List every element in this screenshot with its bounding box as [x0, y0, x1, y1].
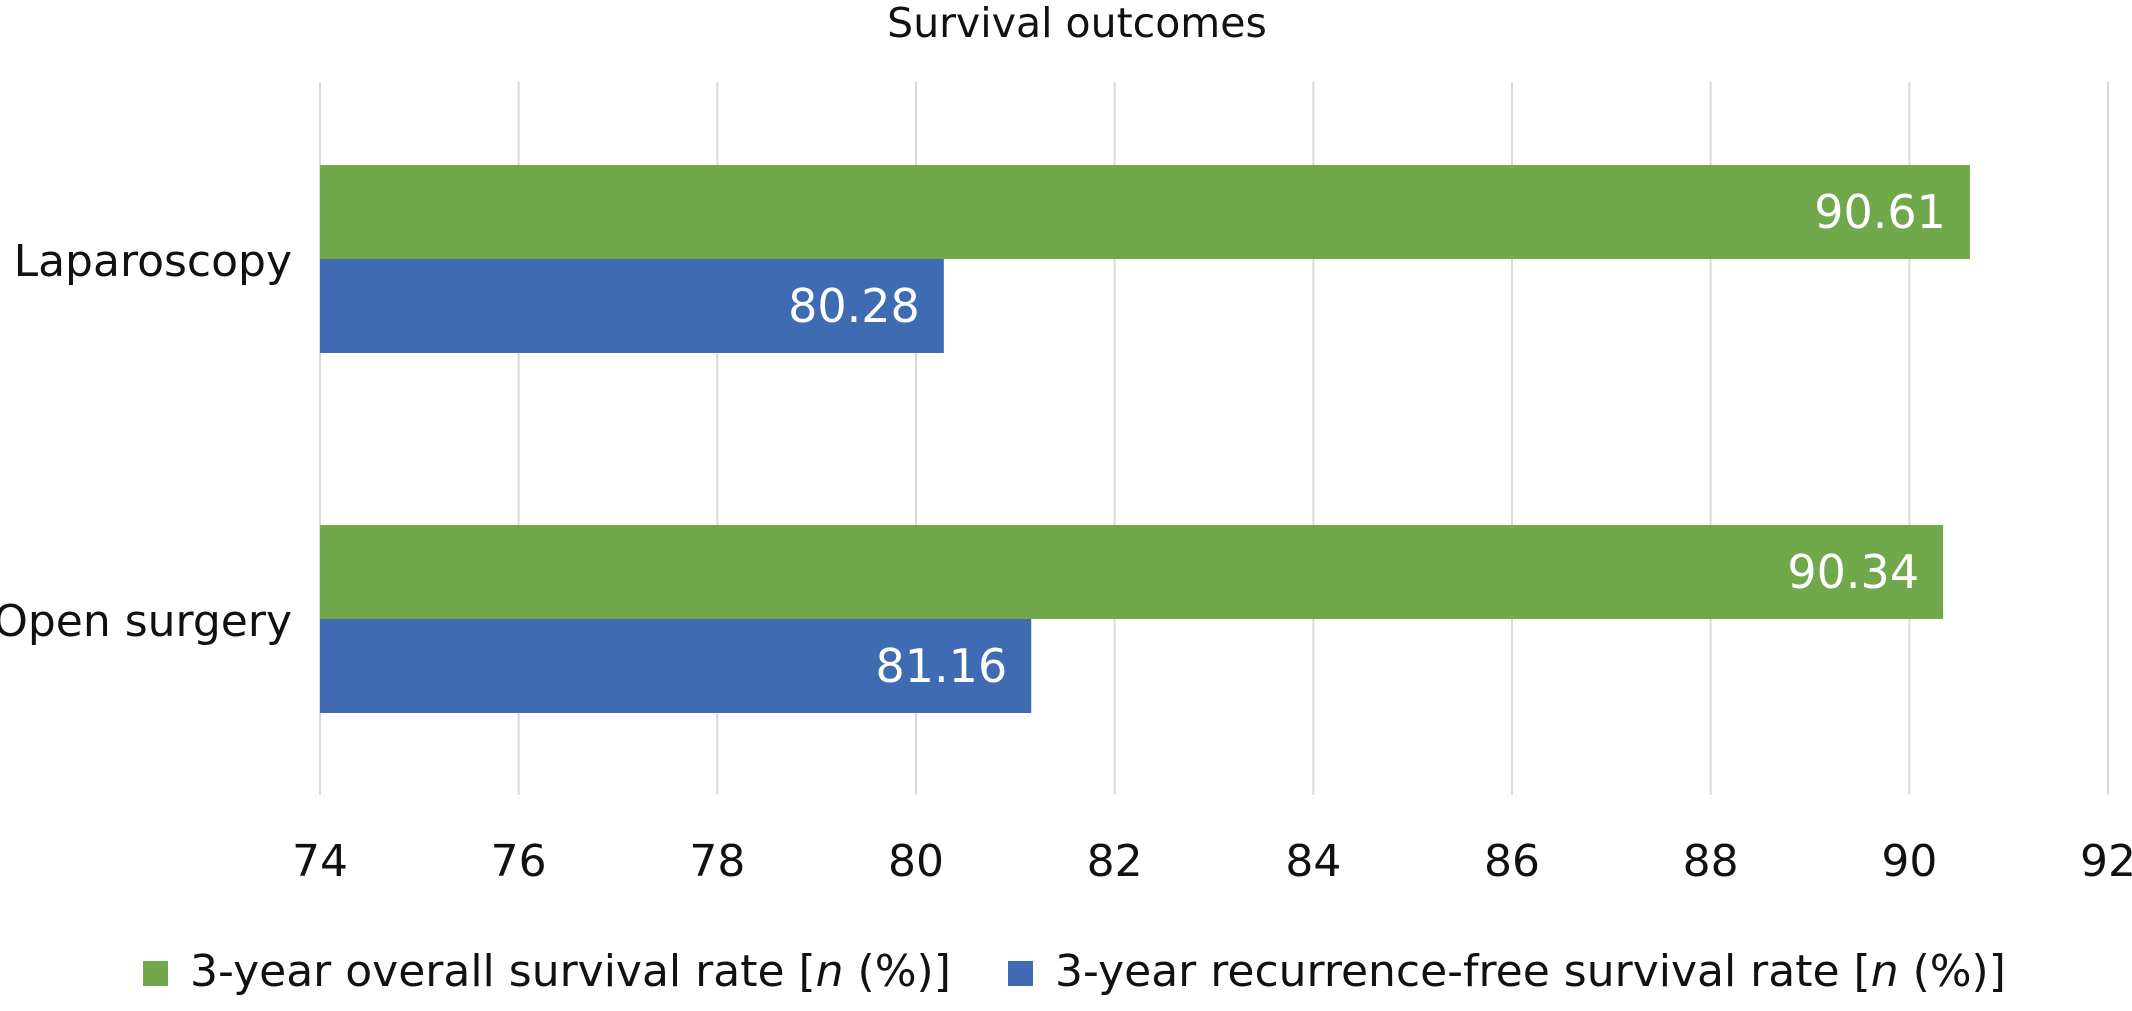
x-tick-label-90: 90	[1881, 836, 1937, 887]
data-label-recurrence-free-survival-laparoscopy: 80.28	[788, 279, 920, 333]
data-label-recurrence-free-survival-open-surgery: 81.16	[876, 639, 1008, 693]
bars: 90.61 80.28 90.34 81.16	[320, 165, 1970, 713]
x-axis-tick-labels: 74 76 78 80 82 84 86 88 90 92	[292, 836, 2132, 887]
x-tick-label-74: 74	[292, 836, 348, 887]
legend-label-prefix: 3-year overall survival rate [	[190, 946, 816, 997]
legend-label-suffix: (%)]	[1899, 946, 2006, 997]
legend: 3-year overall survival rate [n (%)] 3-ye…	[143, 946, 2006, 997]
data-label-overall-survival-open-surgery: 90.34	[1787, 545, 1919, 599]
x-tick-label-84: 84	[1285, 836, 1341, 887]
legend-label-overall-survival: 3-year overall survival rate [n (%)]	[190, 946, 951, 997]
bar-recurrence-free-survival-open-surgery	[320, 619, 1032, 713]
category-label-laparoscopy: Laparoscopy	[14, 236, 292, 287]
legend-swatch-recurrence-free-survival	[1008, 961, 1033, 986]
bar-overall-survival-open-surgery	[320, 525, 1944, 619]
category-label-open-surgery: Open surgery	[0, 596, 292, 647]
x-tick-label-86: 86	[1484, 836, 1540, 887]
x-tick-label-92: 92	[2080, 836, 2132, 887]
x-tick-label-76: 76	[491, 836, 547, 887]
x-tick-label-88: 88	[1683, 836, 1739, 887]
chart-title: Survival outcomes	[887, 0, 1267, 47]
bar-overall-survival-laparoscopy	[320, 165, 1970, 259]
bar-recurrence-free-survival-laparoscopy	[320, 259, 944, 353]
x-tick-label-78: 78	[689, 836, 745, 887]
data-label-overall-survival-laparoscopy: 90.61	[1814, 185, 1946, 239]
x-tick-label-82: 82	[1087, 836, 1143, 887]
category-labels: Laparoscopy Open surgery	[0, 236, 292, 647]
legend-swatch-overall-survival	[143, 961, 168, 986]
legend-label-italic-n: n	[1871, 946, 1899, 997]
x-tick-label-80: 80	[888, 836, 944, 887]
legend-label-recurrence-free-survival: 3-year recurrence-free survival rate [n …	[1055, 946, 2006, 997]
legend-label-italic-n: n	[816, 946, 844, 997]
legend-label-prefix: 3-year recurrence-free survival rate [	[1055, 946, 1871, 997]
legend-label-suffix: (%)]	[844, 946, 951, 997]
